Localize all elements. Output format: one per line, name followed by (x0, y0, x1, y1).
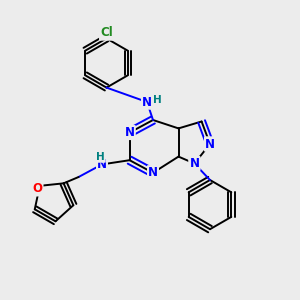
Text: H: H (96, 152, 105, 162)
Text: N: N (142, 95, 152, 109)
Text: H: H (96, 152, 105, 162)
Text: N: N (97, 158, 107, 171)
Text: H: H (153, 94, 162, 105)
Text: N: N (97, 158, 107, 171)
Text: Cl: Cl (100, 26, 113, 40)
Text: H: H (153, 94, 162, 105)
Text: O: O (32, 182, 42, 195)
Text: O: O (32, 182, 42, 195)
Text: Cl: Cl (100, 26, 113, 40)
Text: N: N (205, 137, 215, 151)
Text: N: N (148, 166, 158, 179)
Text: N: N (205, 137, 215, 151)
Text: N: N (189, 157, 200, 170)
Text: N: N (189, 157, 200, 170)
Text: N: N (142, 95, 152, 109)
Text: N: N (124, 126, 135, 139)
Text: N: N (124, 126, 135, 139)
Text: N: N (148, 166, 158, 179)
